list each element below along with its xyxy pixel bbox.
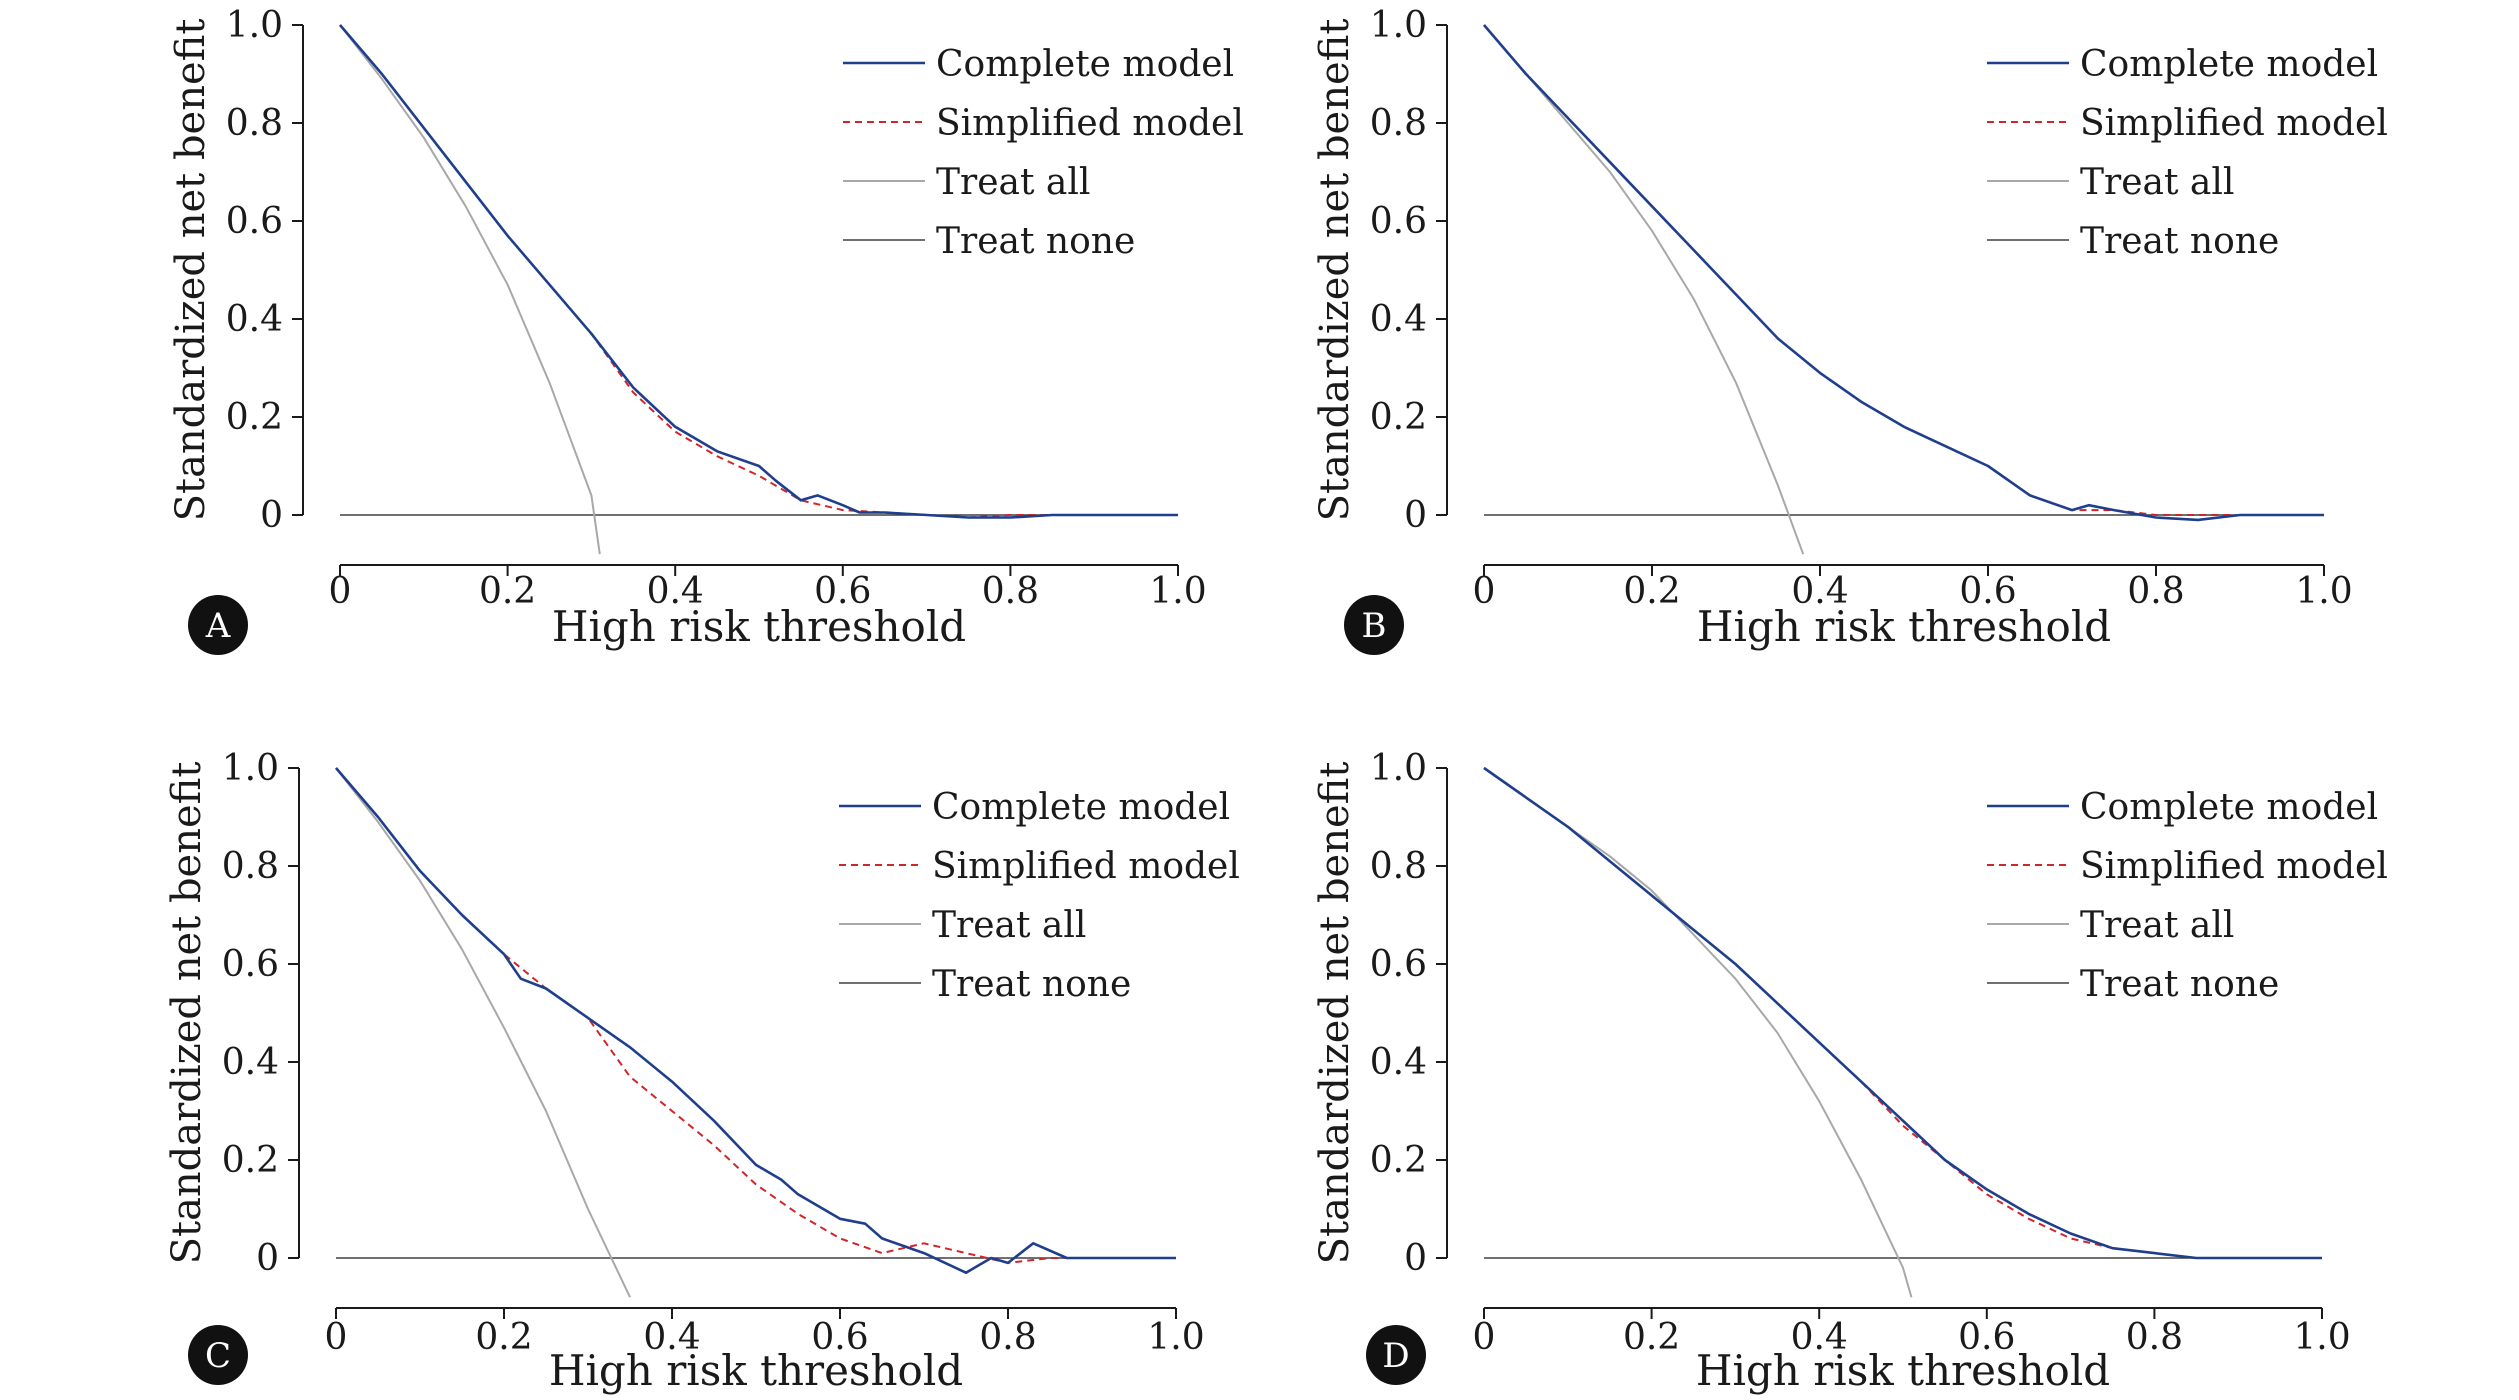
y-tick-label: 0.6 — [222, 944, 279, 985]
series-line-simplified — [335, 767, 1176, 1264]
legend-entry: Treat all — [2080, 905, 2234, 946]
series-line-complete — [1483, 766, 2322, 1260]
y-tick-label: 0.6 — [1370, 944, 1427, 985]
x-tick-label: 0 — [1473, 1317, 1496, 1358]
y-axis-label: Standardized net benefit — [1312, 762, 1358, 1265]
series-line-simplified — [339, 24, 1178, 519]
series-line-treat-all — [1483, 24, 1805, 555]
y-tick-label: 0.2 — [226, 397, 283, 438]
panel-badge-label: A — [205, 606, 231, 646]
y-tick-label: 0.2 — [1370, 1140, 1427, 1181]
legend-entry: Treat all — [936, 162, 1090, 203]
x-axis-label: High risk threshold — [549, 1346, 963, 1395]
x-tick-label: 1.0 — [1149, 571, 1206, 612]
legend-entry: Complete model — [2080, 787, 2378, 828]
x-tick-label: 0.6 — [811, 1317, 868, 1358]
series-line-simplified — [1483, 767, 2322, 1259]
panel-badge-label: D — [1382, 1336, 1409, 1376]
legend-entry: Treat none — [2080, 964, 2279, 1005]
x-tick-label: 0.2 — [1623, 571, 1680, 612]
y-tick-label: 0.4 — [1370, 299, 1427, 340]
x-tick-label: 0.4 — [1791, 1317, 1848, 1358]
y-tick-label: 0.6 — [226, 201, 283, 242]
panel-badge — [188, 1325, 248, 1385]
x-tick-label: 0.2 — [1623, 1317, 1680, 1358]
panel-badge — [188, 595, 248, 655]
y-tick-label: 0 — [1404, 1238, 1427, 1279]
legend-entry: Treat none — [2080, 221, 2279, 262]
x-tick-label: 0.2 — [475, 1317, 532, 1358]
y-tick-label: 0.4 — [222, 1042, 279, 1083]
y-axis-label: Standardized net benefit — [168, 19, 214, 522]
series-line-complete — [335, 767, 1176, 1274]
y-tick-label: 0.8 — [1370, 103, 1427, 144]
legend-entry: Treat none — [936, 221, 1135, 262]
x-tick-label: 0 — [329, 571, 352, 612]
chart-panel-b: 0 0.2 0.4 0.6 0.8 1.0 0 0.2 0.4 0.6 0.8 1.0 High ris… — [1312, 5, 2388, 655]
panel-badge-label: B — [1362, 606, 1387, 646]
x-tick-label: 1.0 — [2295, 571, 2352, 612]
x-tick-label: 0.4 — [1791, 571, 1848, 612]
y-tick-label: 0.6 — [1370, 201, 1427, 242]
y-tick-label: 0 — [1404, 495, 1427, 536]
x-tick-label: 0.8 — [982, 571, 1039, 612]
series-line-treat-all — [339, 24, 601, 555]
x-axis-label: High risk threshold — [1696, 1346, 2110, 1395]
y-tick-label: 1.0 — [226, 5, 283, 46]
legend-entry: Complete model — [2080, 44, 2378, 85]
legend-entry: Treat all — [932, 905, 1086, 946]
legend-entry: Complete model — [936, 44, 1234, 85]
y-axis-label: Standardized net benefit — [164, 762, 210, 1265]
legend-entry: Treat none — [932, 964, 1131, 1005]
x-tick-label: 0.2 — [479, 571, 536, 612]
series-line-treat-all — [335, 767, 631, 1298]
y-tick-label: 0.2 — [1370, 397, 1427, 438]
y-tick-label: 1.0 — [1370, 5, 1427, 46]
x-tick-label: 0.4 — [643, 1317, 700, 1358]
x-tick-label: 0 — [325, 1317, 348, 1358]
chart-panel-a: 0 0.2 0.4 0.6 0.8 1.0 0 0.2 0.4 0.6 0.8 1.0 High ris… — [168, 5, 1244, 655]
x-axis-label: High risk threshold — [552, 602, 966, 651]
panel-badge — [1344, 595, 1404, 655]
x-tick-label: 0.8 — [979, 1317, 1036, 1358]
y-tick-label: 0.8 — [1370, 846, 1427, 887]
x-tick-label: 0.4 — [647, 571, 704, 612]
y-tick-label: 0.8 — [222, 846, 279, 887]
x-tick-label: 0 — [1473, 571, 1496, 612]
legend-entry: Simplified model — [2080, 103, 2388, 144]
series-line-simplified — [1483, 24, 2324, 516]
x-tick-label: 0.6 — [1958, 1317, 2015, 1358]
series-line-complete — [339, 24, 1178, 519]
y-tick-label: 0 — [256, 1238, 279, 1279]
y-axis-label: Standardized net benefit — [1312, 19, 1358, 522]
panel-badge — [1366, 1325, 1426, 1385]
legend-entry: Simplified model — [936, 103, 1244, 144]
y-tick-label: 0.4 — [226, 299, 283, 340]
y-tick-label: 1.0 — [222, 748, 279, 789]
series-line-treat-all — [1483, 767, 1913, 1298]
legend-entry: Complete model — [932, 787, 1230, 828]
x-tick-label: 0.6 — [1959, 571, 2016, 612]
x-tick-label: 0.8 — [2127, 571, 2184, 612]
legend-entry: Treat all — [2080, 162, 2234, 203]
chart-panel-c: 0 0.2 0.4 0.6 0.8 1.0 0 0.2 0.4 0.6 0.8 1.0 High ris… — [164, 748, 1240, 1395]
panel-badge-label: C — [205, 1336, 231, 1376]
x-tick-label: 0.6 — [814, 571, 871, 612]
series-line-complete — [1483, 24, 2324, 522]
y-tick-label: 1.0 — [1370, 748, 1427, 789]
y-tick-label: 0.8 — [226, 103, 283, 144]
y-tick-label: 0.2 — [222, 1140, 279, 1181]
x-tick-label: 1.0 — [1147, 1317, 1204, 1358]
y-tick-label: 0 — [260, 495, 283, 536]
x-axis-label: High risk threshold — [1697, 602, 2111, 651]
x-tick-label: 1.0 — [2293, 1317, 2350, 1358]
x-tick-label: 0.8 — [2126, 1317, 2183, 1358]
y-tick-label: 0.4 — [1370, 1042, 1427, 1083]
legend-entry: Simplified model — [932, 846, 1240, 887]
legend-entry: Simplified model — [2080, 846, 2388, 887]
chart-panel-d: 0 0.2 0.4 0.6 0.8 1.0 0 0.2 0.4 0.6 0.8 1.0 High ris… — [1312, 748, 2388, 1395]
